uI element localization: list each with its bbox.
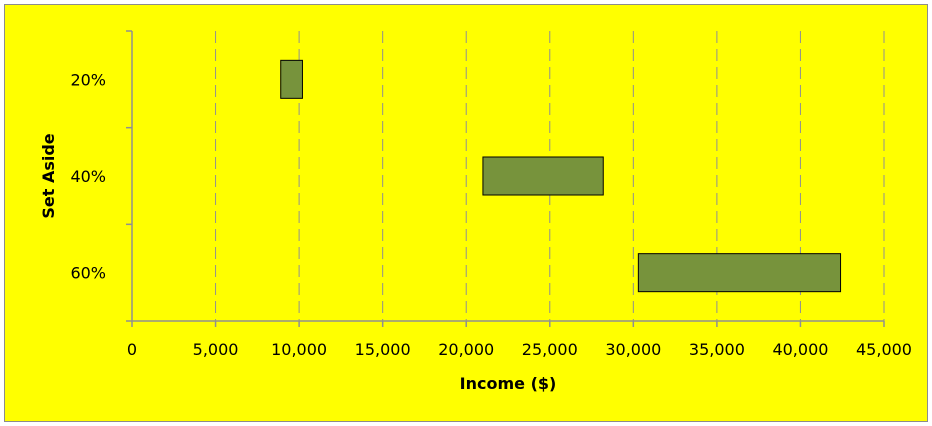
x-tick-label: 25,000 [522, 340, 578, 359]
bar-40pct [482, 156, 604, 196]
tick-labels: 0 5,000 10,000 15,000 20,000 25,000 30,000 35,0… [70, 70, 912, 359]
x-tick-label: 35,000 [689, 340, 745, 359]
axes [126, 30, 885, 327]
x-tick-label: 0 [127, 340, 137, 359]
x-tick-label: 5,000 [193, 340, 239, 359]
x-tick-label: 20,000 [438, 340, 494, 359]
x-tick-label: 10,000 [271, 340, 327, 359]
y-tick-label: 60% [70, 264, 106, 283]
bar-60pct [637, 253, 842, 293]
x-axis-title: Income ($) [460, 374, 557, 393]
y-axis-title: Set Aside [39, 133, 58, 218]
y-tick-label: 40% [70, 167, 106, 186]
y-tick-label: 20% [70, 70, 106, 89]
bars [280, 59, 842, 293]
chart-area: 0 5,000 10,000 15,000 20,000 25,000 30,000 35,0… [4, 4, 928, 422]
bar-20pct [280, 59, 303, 99]
x-tick-label: 40,000 [772, 340, 828, 359]
chart-svg: 0 5,000 10,000 15,000 20,000 25,000 30,000 35,0… [39, 30, 912, 393]
x-tick-label: 45,000 [856, 340, 912, 359]
x-tick-label: 15,000 [355, 340, 411, 359]
x-tick-label: 30,000 [605, 340, 661, 359]
